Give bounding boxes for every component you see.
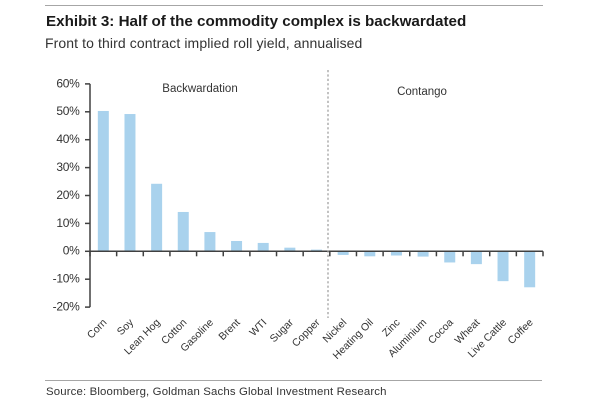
svg-text:40%: 40% [56,132,80,146]
svg-text:0%: 0% [63,244,80,258]
svg-text:Backwardation: Backwardation [162,83,237,95]
svg-text:Copper: Copper [290,316,323,349]
svg-text:50%: 50% [56,104,80,118]
svg-text:Contango: Contango [397,86,447,98]
svg-text:-10%: -10% [53,272,80,286]
svg-text:Coffee: Coffee [506,317,536,347]
svg-text:-20%: -20% [53,300,80,314]
svg-text:WTI: WTI [247,317,269,339]
svg-text:Corn: Corn [85,317,110,342]
svg-text:60%: 60% [56,76,80,90]
svg-text:30%: 30% [56,160,80,174]
svg-text:Cocoa: Cocoa [426,317,456,347]
svg-text:20%: 20% [56,188,80,202]
svg-text:Zinc: Zinc [380,317,403,340]
svg-text:Brent: Brent [216,317,242,343]
svg-text:10%: 10% [56,216,80,230]
svg-text:Soy: Soy [115,316,137,338]
